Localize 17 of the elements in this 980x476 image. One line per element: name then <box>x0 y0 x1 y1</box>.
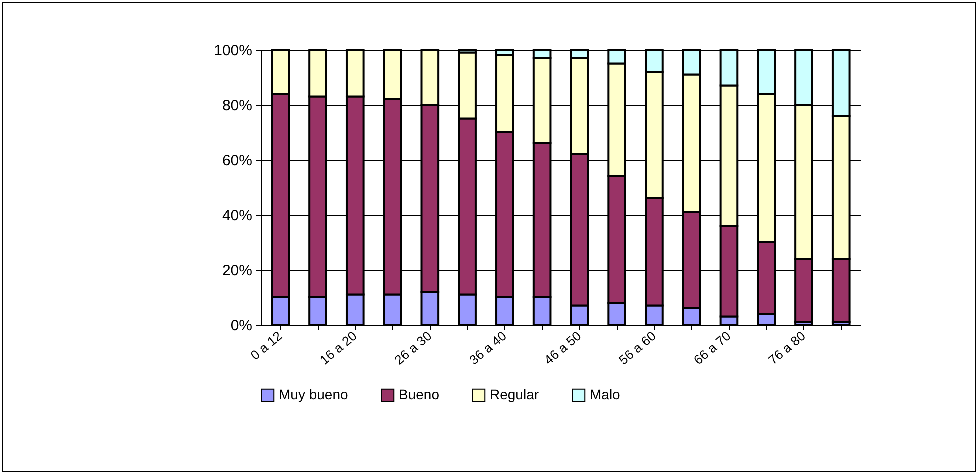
y-tick-label: 40% <box>222 208 252 224</box>
x-tick-label: 46 a 50 <box>541 328 584 368</box>
legend-label: Regular <box>490 386 540 402</box>
y-tick-label: 80% <box>222 98 252 114</box>
legend-label: Bueno <box>399 386 440 402</box>
y-tick-label: 0% <box>230 318 252 334</box>
y-tick-label: 20% <box>222 262 252 280</box>
x-tick-label: 76 a 80 <box>766 328 808 368</box>
x-tick-label: 56 a 60 <box>616 328 659 368</box>
x-tick-label: 36 a 40 <box>466 328 510 368</box>
x-tick-label: 16 a 20 <box>317 328 360 368</box>
y-tick-label: 100% <box>214 42 252 60</box>
y-tick-label: 60% <box>222 152 252 170</box>
x-tick-label: 26 a 30 <box>392 328 435 368</box>
x-tick-label: 66 a 70 <box>690 328 734 368</box>
legend-label: Muy bueno <box>279 386 348 402</box>
legend-label: Malo <box>590 386 621 402</box>
